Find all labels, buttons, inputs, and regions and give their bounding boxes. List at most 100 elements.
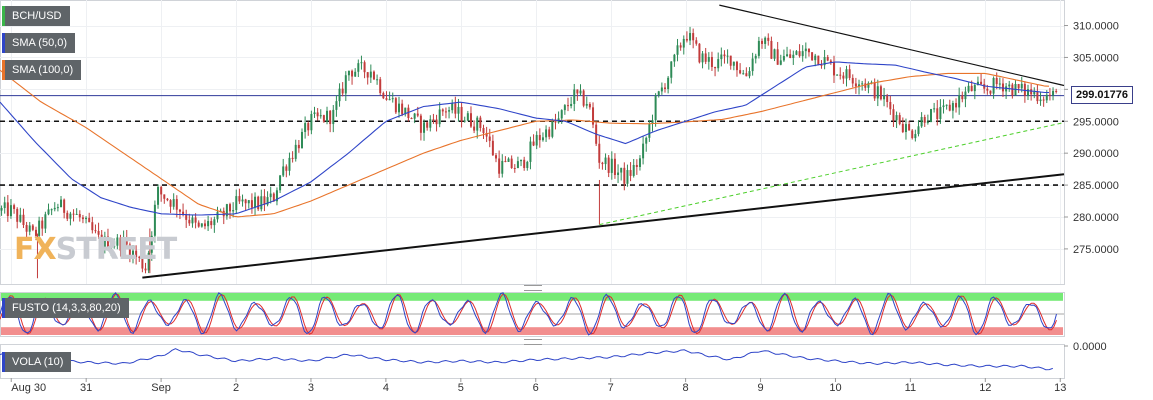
- symbol-legend[interactable]: BCH/USD: [2, 6, 70, 26]
- candle-body: [38, 220, 41, 236]
- candle-body: [748, 71, 751, 77]
- candle-body: [1011, 84, 1014, 96]
- candle-body: [106, 236, 109, 250]
- candle-body: [585, 104, 588, 106]
- candle-body: [279, 175, 282, 191]
- candle-body: [294, 144, 297, 159]
- time-tick-label: 6: [533, 382, 539, 394]
- candle-body: [369, 71, 372, 78]
- candle-body: [366, 72, 369, 78]
- candle-body: [704, 53, 707, 62]
- candle-body: [761, 40, 764, 44]
- candle-body: [554, 120, 557, 123]
- candle-body: [510, 158, 513, 168]
- candle-body: [66, 212, 69, 219]
- candle-body: [347, 70, 350, 76]
- candle-body: [829, 60, 832, 63]
- candle-body: [410, 118, 413, 120]
- candle-body: [94, 230, 97, 232]
- candle-body: [757, 40, 760, 56]
- candle-body: [548, 129, 551, 137]
- price-tick-label: 310.0000: [1073, 21, 1119, 33]
- pane-resize-handle-1[interactable]: [524, 285, 542, 291]
- candle-body: [610, 158, 613, 173]
- vola-tick-label: 0.0000: [1073, 341, 1107, 353]
- pane-resize-handle-2[interactable]: [524, 339, 542, 345]
- fusto-main-line: [0, 292, 1057, 336]
- oversold-zone: [1, 327, 1063, 335]
- candle-body: [272, 193, 275, 202]
- candle-body: [398, 103, 400, 113]
- candle-body: [291, 157, 294, 159]
- sma50-legend[interactable]: SMA (50,0): [2, 33, 76, 53]
- candle-body: [269, 193, 272, 198]
- candle-body: [332, 109, 335, 125]
- candle-body: [491, 140, 494, 156]
- candle-body: [304, 123, 307, 132]
- candle-body: [895, 115, 898, 121]
- time-tick-label: Sep: [151, 382, 171, 394]
- candle-body: [13, 205, 16, 209]
- candle-body: [31, 225, 34, 230]
- candle-body: [257, 196, 260, 210]
- candle-body: [288, 157, 291, 171]
- candle-body: [454, 103, 457, 114]
- candle-body: [357, 63, 360, 72]
- candle-body: [438, 109, 441, 125]
- candle-body: [135, 250, 138, 257]
- candle-body: [166, 198, 169, 201]
- candle-body: [1045, 94, 1048, 101]
- candle-body: [379, 79, 382, 94]
- candle-body: [767, 37, 770, 41]
- candle-body: [307, 123, 310, 131]
- candle-body: [698, 43, 701, 63]
- candle-body: [980, 81, 983, 85]
- candle-body: [892, 109, 895, 121]
- candle-body: [238, 196, 241, 202]
- candle-body: [532, 141, 535, 146]
- candle-body: [739, 70, 742, 74]
- candle-body: [814, 55, 817, 61]
- candle-body: [714, 66, 717, 69]
- candle-body: [792, 54, 795, 58]
- candle-body: [770, 40, 773, 59]
- candle-body: [344, 75, 347, 94]
- candle-body: [441, 109, 444, 112]
- candle-body: [839, 74, 842, 76]
- fusto-legend[interactable]: FUSTO (14,3,3,80,20): [2, 298, 129, 318]
- candle-body: [729, 55, 732, 66]
- candle-body: [986, 88, 989, 91]
- time-tick-label: 7: [608, 382, 614, 394]
- candle-body: [939, 107, 942, 120]
- candle-body: [125, 237, 128, 245]
- candle-body: [0, 208, 3, 211]
- sma50-accent: [2, 33, 5, 53]
- candle-body: [961, 95, 964, 100]
- time-tick-label: 4: [383, 382, 389, 394]
- candle-body: [836, 74, 839, 76]
- candle-body: [88, 217, 91, 223]
- candle-body: [598, 143, 601, 163]
- candle-body: [898, 115, 901, 124]
- candle-body: [473, 126, 476, 131]
- candle-body: [682, 38, 685, 48]
- candle-body: [3, 202, 6, 209]
- time-tick-label: 3: [308, 382, 314, 394]
- candle-body: [50, 209, 53, 211]
- time-tick-label: 13: [1054, 382, 1066, 394]
- candle-body: [776, 49, 779, 65]
- candle-body: [638, 158, 641, 167]
- vola-legend[interactable]: VOLA (10): [2, 352, 72, 372]
- candle-body: [85, 217, 88, 220]
- candle-body: [300, 131, 303, 149]
- candle-body: [81, 217, 84, 220]
- candle-body: [914, 134, 917, 139]
- candle-body: [501, 160, 504, 174]
- sma100-legend[interactable]: SMA (100,0): [2, 60, 82, 80]
- candle-body: [620, 167, 623, 173]
- candle-body: [795, 51, 798, 55]
- upper-trendline: [719, 4, 1065, 87]
- candle-body: [91, 222, 94, 231]
- candle-body: [16, 208, 19, 222]
- candle-body: [25, 224, 28, 232]
